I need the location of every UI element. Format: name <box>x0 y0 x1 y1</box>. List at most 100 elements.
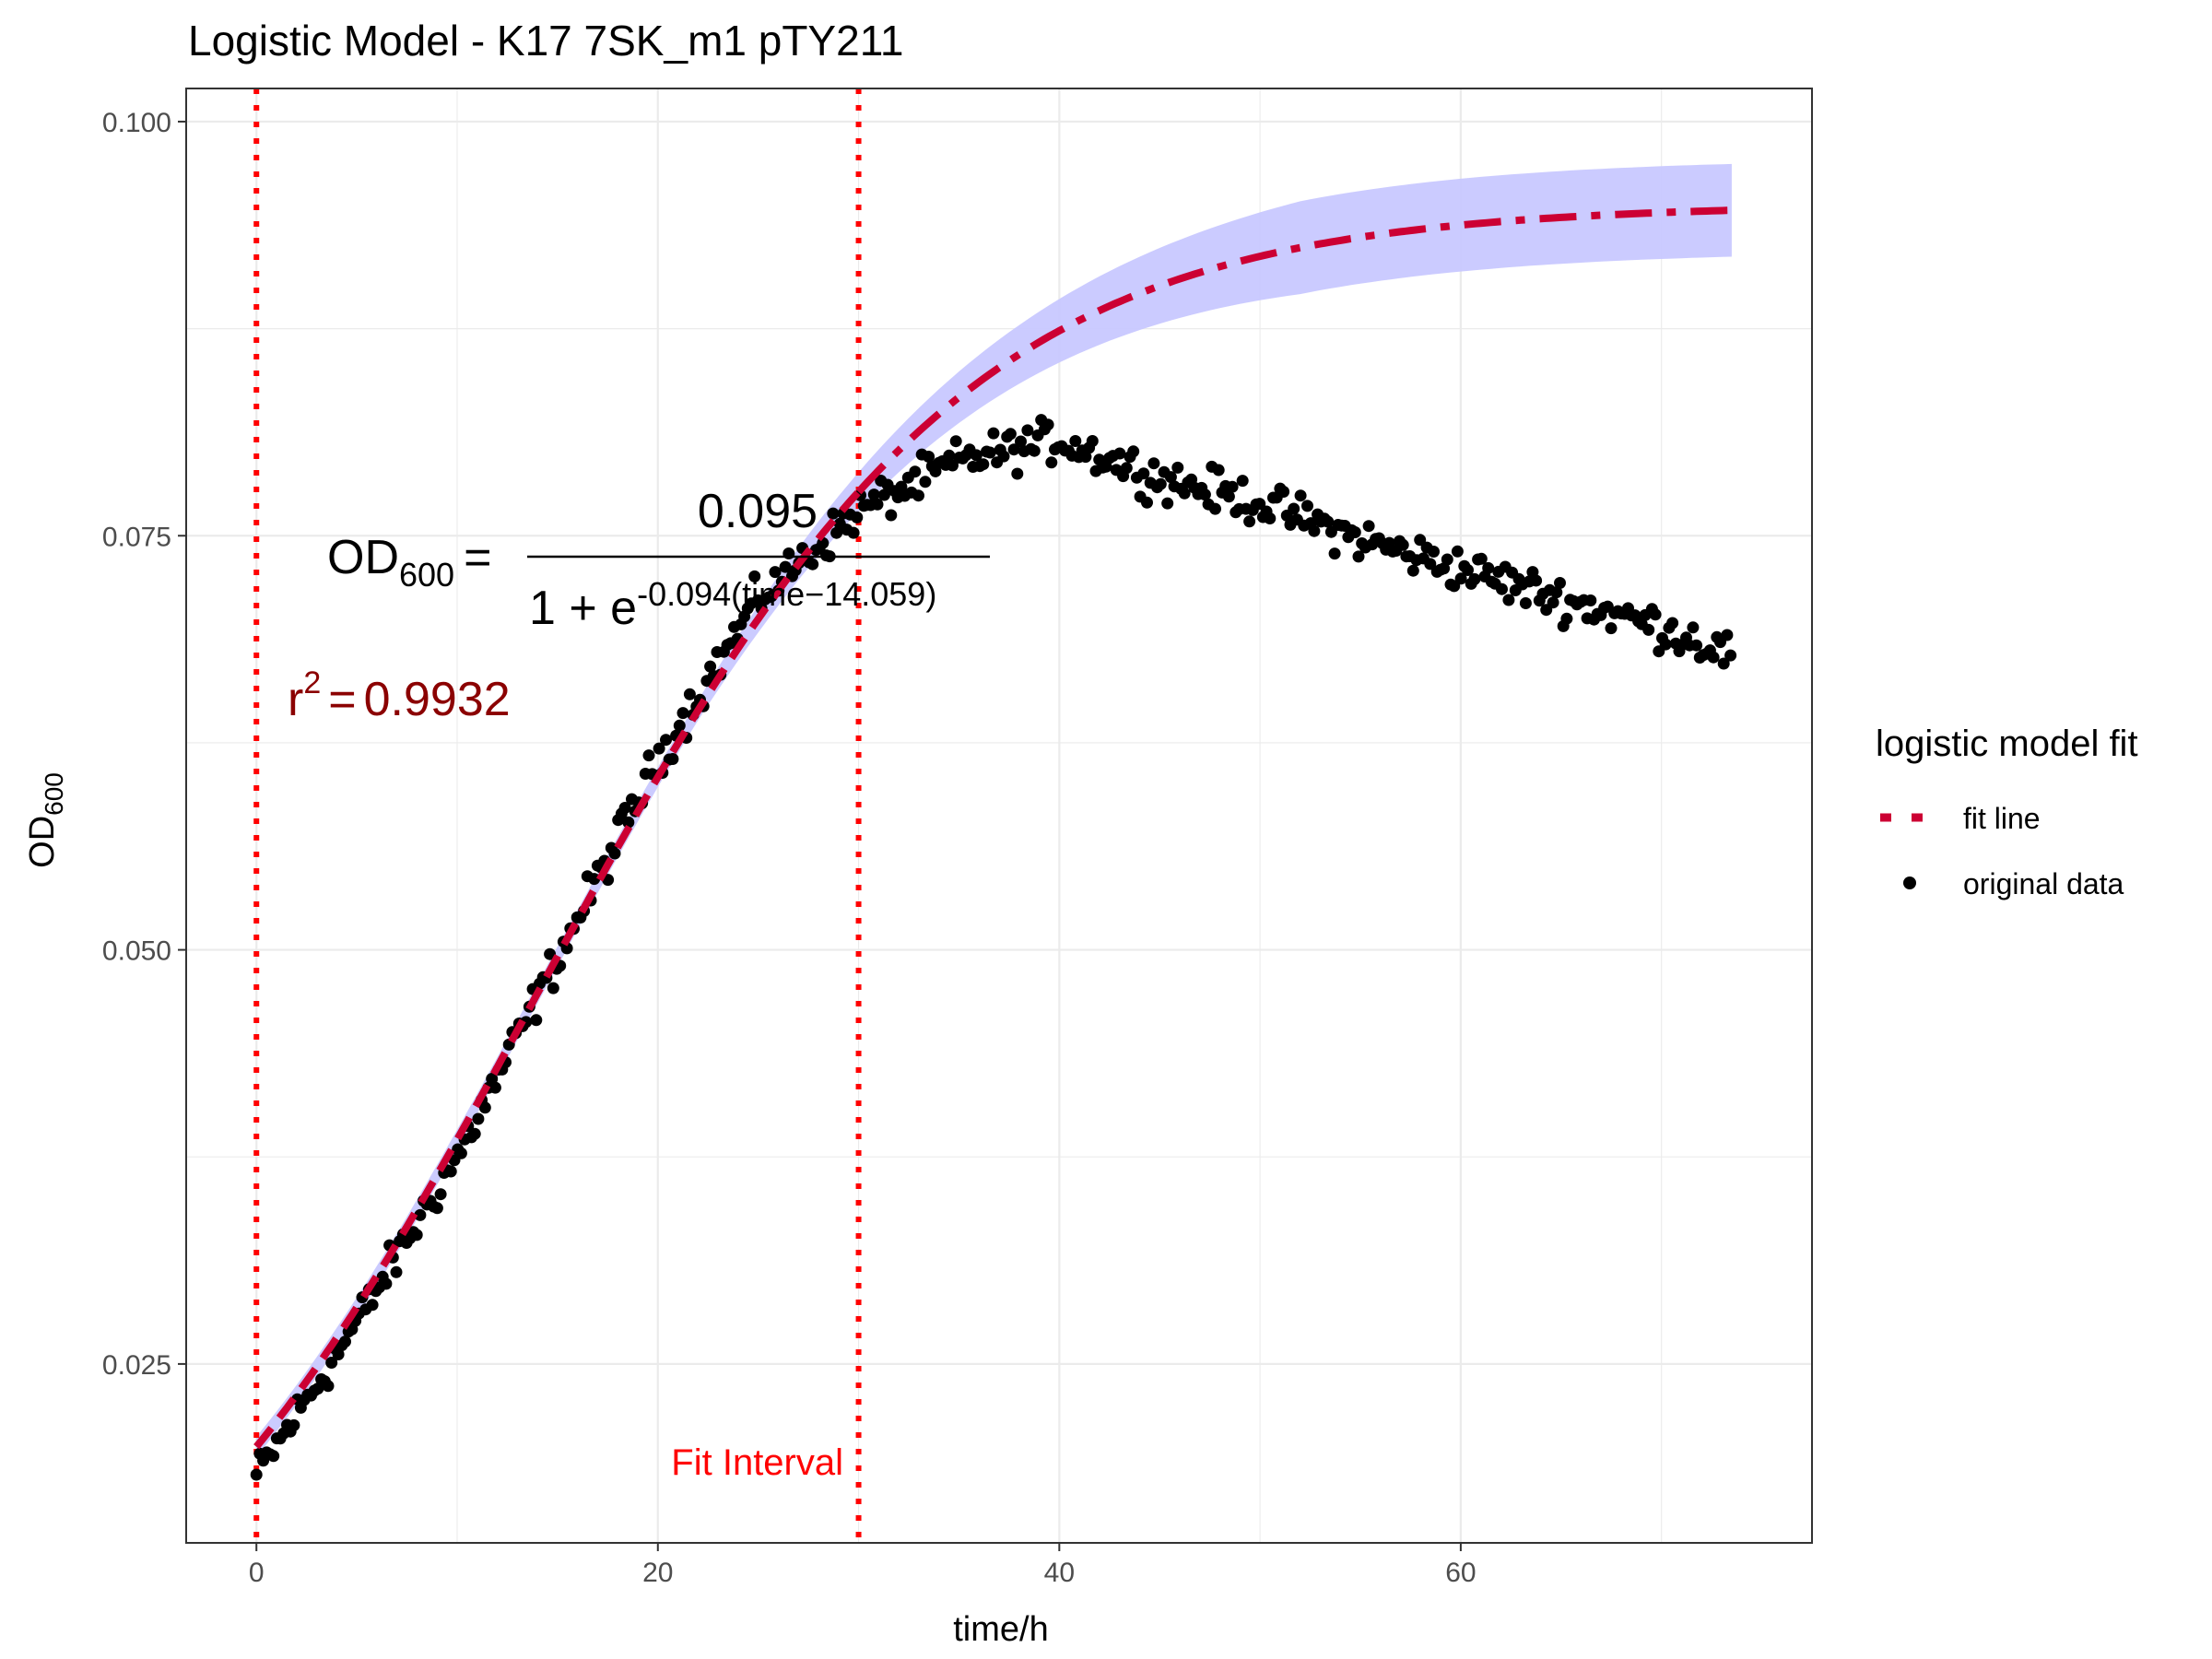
data-point <box>997 450 1010 463</box>
data-point <box>871 498 884 511</box>
data-point <box>867 488 880 501</box>
data-point <box>1462 564 1474 576</box>
data-point <box>1294 489 1307 502</box>
confidence-band-area <box>256 163 1732 1457</box>
data-point <box>1424 558 1437 571</box>
data-point <box>1069 435 1082 447</box>
data-point <box>1690 639 1703 652</box>
data-point <box>1007 443 1020 456</box>
data-point <box>1141 496 1153 509</box>
data-point <box>544 947 557 960</box>
data-point <box>478 1101 491 1114</box>
data-point <box>1154 477 1167 490</box>
data-point <box>1454 572 1467 585</box>
data-point <box>1021 424 1034 437</box>
y-tick-label: 0.075 <box>102 522 171 552</box>
data-point <box>1502 594 1515 606</box>
data-point <box>1642 623 1655 636</box>
fit-interval-lines <box>253 88 862 1543</box>
data-point <box>1243 515 1256 528</box>
data-point <box>1687 621 1700 634</box>
data-point <box>827 507 840 520</box>
panel-border <box>185 88 1813 1544</box>
data-point <box>1724 649 1737 662</box>
data-point <box>1028 444 1041 457</box>
data-point <box>1475 552 1488 565</box>
data-point <box>1605 622 1618 635</box>
data-point <box>977 458 990 471</box>
data-point <box>909 465 922 478</box>
formula-annotation: OD600 = 0.095 1 + e-0.094(time−14.059) <box>327 485 990 635</box>
data-point <box>970 449 982 462</box>
data-point <box>444 1165 457 1178</box>
data-point <box>430 1202 443 1215</box>
data-point <box>1198 488 1211 501</box>
data-point <box>1015 435 1027 448</box>
formula-denominator-exp: -0.094(time−14.059) <box>637 575 936 613</box>
data-point <box>919 476 932 488</box>
data-point <box>339 1335 351 1348</box>
data-point <box>779 560 792 573</box>
r-squared-sup: 2 <box>303 665 321 700</box>
data-point <box>488 1081 501 1094</box>
data-point <box>1004 428 1017 441</box>
data-point <box>1659 638 1672 651</box>
legend-label-fit-line: fit line <box>1963 802 2041 835</box>
data-point <box>332 1348 345 1360</box>
data-point <box>1414 534 1427 547</box>
data-point <box>1560 612 1573 625</box>
data-point <box>1406 564 1419 577</box>
x-tick-label: 0 <box>249 1558 265 1588</box>
data-point <box>1045 456 1058 469</box>
data-point <box>1428 546 1440 558</box>
data-point <box>1253 498 1266 511</box>
data-point <box>1171 461 1184 474</box>
data-point <box>1277 486 1290 498</box>
legend: logistic model fit fit line original dat… <box>1876 724 2138 900</box>
data-point <box>847 526 860 539</box>
x-tick-label: 20 <box>642 1558 673 1588</box>
fit-interval-label: Fit Interval <box>671 1442 843 1483</box>
data-point <box>1178 487 1191 500</box>
grid <box>186 88 1812 1543</box>
data-point <box>1717 657 1730 670</box>
data-point <box>877 488 890 501</box>
data-point <box>912 489 924 502</box>
legend-title: logistic model fit <box>1876 724 2138 764</box>
y-axis-label-sub: 600 <box>40 772 68 816</box>
data-point <box>1137 467 1150 480</box>
data-point <box>1438 562 1451 575</box>
data-point <box>1264 512 1277 524</box>
data-point <box>1441 553 1453 566</box>
data-point <box>1147 457 1160 470</box>
data-point <box>322 1380 335 1393</box>
x-axis-label: time/h <box>953 1610 1048 1649</box>
fit-line-extrapolated <box>855 206 1732 495</box>
data-point <box>1288 502 1300 515</box>
data-point <box>468 1127 481 1140</box>
data-point <box>1496 582 1508 595</box>
data-point <box>472 1112 485 1125</box>
fit-line <box>253 206 1732 1450</box>
data-point <box>1362 520 1375 533</box>
data-point <box>1301 500 1313 512</box>
data-point <box>1086 435 1099 447</box>
data-point <box>748 570 761 582</box>
data-point <box>1127 445 1140 458</box>
data-point <box>1666 617 1679 629</box>
data-point <box>380 1277 393 1290</box>
legend-key-original-data <box>1903 877 1916 889</box>
data-point <box>250 1468 263 1481</box>
data-point <box>1209 502 1221 515</box>
data-point <box>1482 561 1495 574</box>
data-point <box>947 459 959 472</box>
data-point <box>410 1229 423 1241</box>
data-point <box>1113 447 1126 460</box>
data-point <box>704 660 717 673</box>
data-point <box>434 1188 447 1201</box>
y-tick-label: 0.050 <box>102 936 171 967</box>
data-point <box>653 742 665 755</box>
data-point <box>1396 538 1409 551</box>
r-squared-label: r2 = 0.9932 <box>288 665 511 726</box>
